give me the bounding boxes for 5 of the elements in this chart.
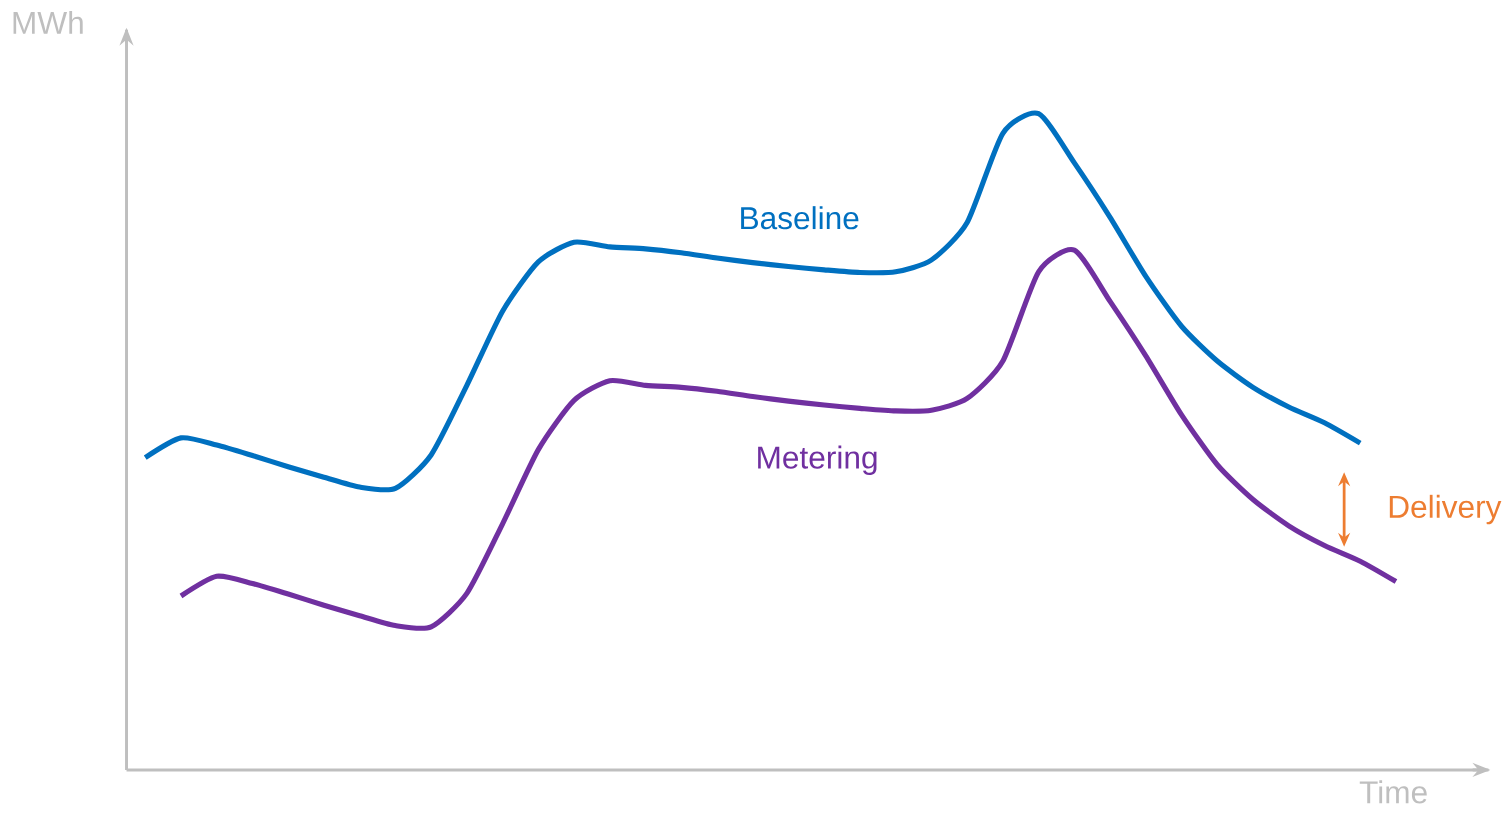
x-axis-title: Time [1359,780,1427,804]
annotation: Delivery [1389,494,1502,525]
series-label: Metering [758,445,877,475]
y-axis-title: MWh [13,10,83,34]
series-label: Baseline [741,205,859,230]
